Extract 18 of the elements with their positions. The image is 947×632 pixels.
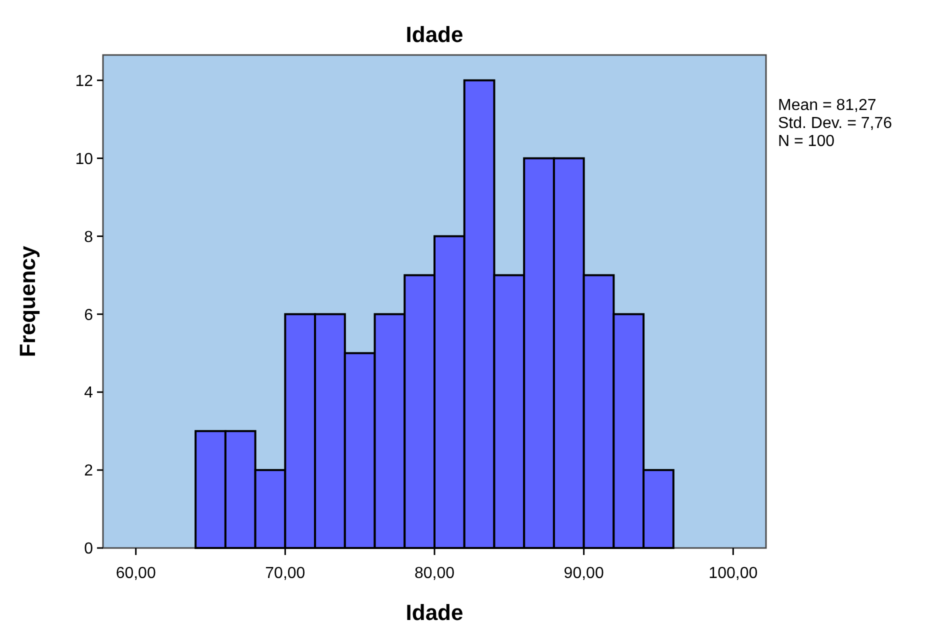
x-tick-label: 70,00: [265, 565, 306, 582]
text: Std. Dev. = 7,76: [778, 115, 892, 132]
y-tick-label: 4: [84, 384, 94, 402]
x-tick-label: 90,00: [564, 565, 604, 582]
x-axis-title: Idade: [406, 600, 464, 625]
x-tick-label: 80,00: [414, 565, 455, 582]
chart-title: Idade: [406, 22, 464, 47]
text: N = 100: [778, 133, 835, 150]
y-tick-label: 2: [84, 462, 94, 480]
text: Mean = 81,27: [778, 97, 876, 114]
y-tick-label: 0: [84, 540, 94, 558]
y-tick-label: 10: [75, 150, 94, 168]
x-tick-label: 60,00: [116, 565, 156, 582]
y-tick-label: 8: [84, 228, 94, 246]
y-tick-label: 6: [84, 306, 94, 324]
y-tick-label: 12: [75, 72, 94, 90]
y-axis-title: Frequency: [15, 245, 40, 358]
x-tick-label: 100,00: [708, 565, 758, 582]
